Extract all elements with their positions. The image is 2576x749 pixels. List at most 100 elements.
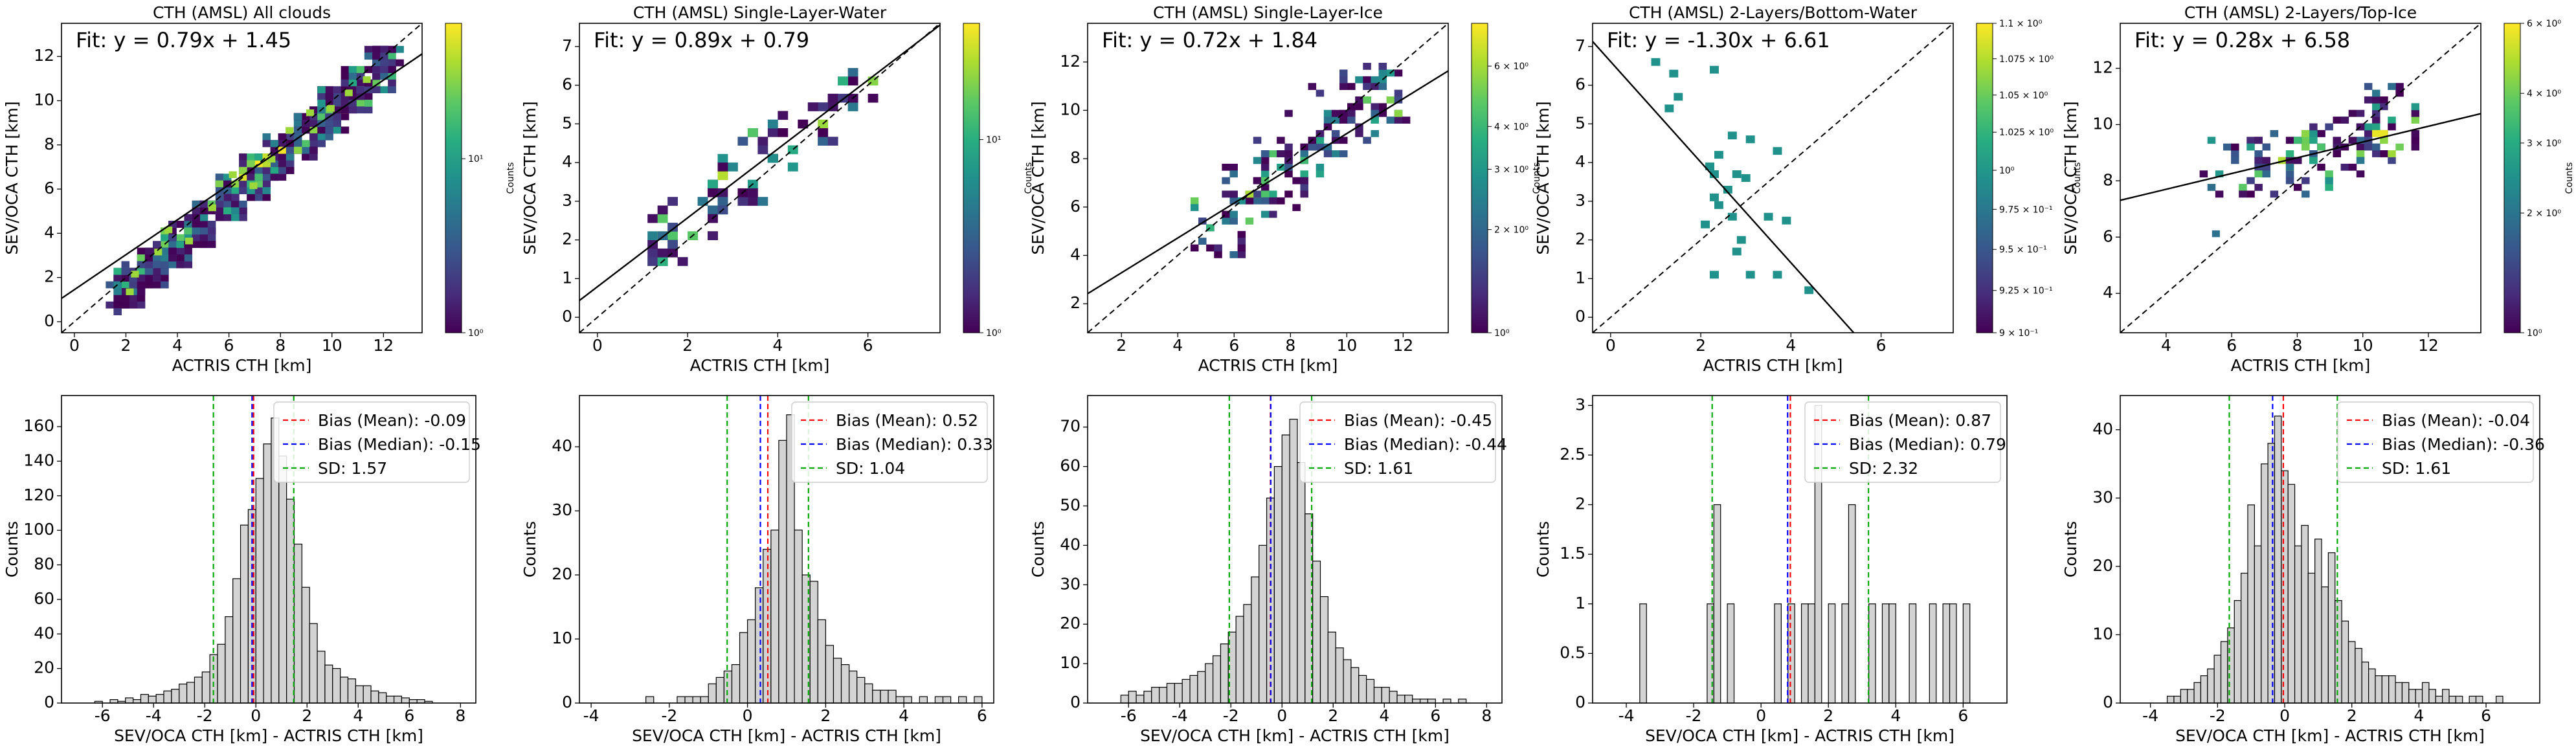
x-tick-label: 0 [743, 706, 753, 725]
histogram-bar [2247, 504, 2255, 704]
heatmap-cell [767, 128, 778, 137]
heatmap-cell [2285, 177, 2294, 184]
heatmap-cell [1371, 129, 1379, 137]
heatmap-cell [239, 166, 247, 174]
heatmap-cell [1222, 190, 1230, 198]
heatmap-cell [1355, 76, 1363, 84]
histogram-bar [2193, 682, 2202, 704]
x-tick-label: 12 [1393, 336, 1413, 355]
histogram-bar [747, 619, 756, 704]
plot-frame [1087, 395, 1503, 704]
heatmap-cell [317, 113, 326, 120]
heatmap-cell [309, 140, 318, 148]
heatmap-cell [2325, 170, 2333, 178]
heatmap-cell [207, 234, 216, 241]
heatmap-cell [270, 173, 279, 181]
heatmap-cell [144, 274, 153, 282]
heatmap-cell [356, 100, 365, 107]
heatmap-cell [2340, 163, 2349, 171]
heatmap-cell [2395, 83, 2404, 90]
histogram-bar [293, 543, 302, 704]
heatmap-cell [317, 126, 326, 134]
heatmap-cell [121, 295, 130, 302]
histogram-bar [363, 685, 372, 704]
legend-label: SD: 1.61 [2382, 459, 2451, 478]
heatmap-cell [1378, 83, 1387, 91]
heatmap-cell [333, 113, 341, 120]
heatmap-cell [356, 86, 365, 94]
x-tick-label: 2 [1823, 706, 1833, 725]
heatmap-cell [247, 173, 255, 181]
colorbar-tick-label: 4 × 10⁰ [1494, 122, 1529, 132]
heatmap-cell [1371, 103, 1379, 111]
heatmap-cell [286, 146, 295, 154]
heatmap-cell [1347, 109, 1356, 117]
colorbar-tick-label: 6 × 10⁰ [2527, 19, 2561, 29]
legend-label: Bias (Median): 0.33 [836, 435, 993, 454]
y-tick-label: 7 [1575, 36, 1585, 55]
histogram-bar [1136, 695, 1145, 704]
heatmap-cell [231, 207, 240, 215]
heatmap-cell [286, 153, 295, 161]
histogram-bar [825, 645, 834, 704]
heatmap-cell [1674, 93, 1683, 101]
histogram-bar [2401, 682, 2410, 704]
heatmap-cell [192, 207, 201, 215]
heatmap-cell [1300, 150, 1308, 157]
heatmap-cell [262, 173, 271, 181]
y-axis-label: Counts [1029, 521, 1047, 577]
heatmap-cell [161, 234, 169, 241]
histogram-bar [2335, 600, 2342, 704]
histogram-bar [309, 623, 318, 704]
heatmap-cell [302, 153, 310, 161]
heatmap-cell [113, 301, 122, 309]
x-tick-label: 4 [353, 706, 363, 725]
histogram-bar [2294, 545, 2302, 704]
heatmap-cell [2356, 137, 2365, 144]
histogram-bar [2355, 647, 2362, 704]
heatmap-cell [1245, 197, 1254, 205]
heatmap-cell [1316, 137, 1325, 144]
heatmap-cell [129, 281, 138, 289]
heatmap-cell [356, 79, 365, 87]
heatmap-cell [137, 287, 146, 295]
x-tick-label: 0 [2279, 706, 2290, 725]
colorbar-tick-label: 10⁰ [468, 328, 484, 339]
heatmap-cell [396, 59, 404, 67]
x-tick-label: -2 [1686, 706, 1702, 725]
heatmap-cell [152, 261, 161, 269]
heatmap-cell [2302, 137, 2310, 144]
heatmap-cell [1214, 244, 1222, 252]
x-tick-label: 2 [1696, 336, 1706, 355]
heatmap-cell [325, 86, 333, 94]
heatmap-cell [388, 86, 396, 94]
x-tick-label: 2 [820, 706, 831, 725]
heatmap-cell [1804, 286, 1814, 295]
heatmap-cell [1229, 170, 1238, 178]
x-tick-label: 2 [1328, 706, 1338, 725]
heatmap-cell [1764, 212, 1773, 221]
heatmap-cell [364, 79, 373, 87]
heatmap-cell [1237, 238, 1246, 245]
heatmap-cell [717, 162, 728, 172]
plot-frame [61, 23, 423, 333]
histogram-bar [1273, 466, 1282, 704]
heatmap-cell [106, 301, 114, 309]
legend-label: SD: 1.61 [1344, 459, 1413, 478]
heatmap-cell [2199, 170, 2208, 178]
heatmap-cell [2215, 170, 2224, 178]
heatmap-cell [1316, 163, 1325, 171]
colorbar-tick-label: 3 × 10⁰ [2527, 139, 2561, 149]
heatmap-cell [1701, 220, 1710, 229]
colorbar-tick-label: 9.5 × 10⁻¹ [1999, 245, 2047, 255]
histogram-bar [1166, 682, 1175, 704]
heatmap-cell [1386, 117, 1395, 124]
heatmap-cell [348, 93, 357, 100]
histogram-bar [409, 699, 418, 704]
x-axis-label: ACTRIS CTH [km] [1703, 356, 1843, 375]
y-tick-label: 0 [562, 693, 572, 711]
heatmap-cell [2246, 143, 2255, 151]
histogram-bar [1727, 603, 1735, 704]
histogram-bar [2496, 695, 2503, 704]
histogram-bar [1381, 687, 1390, 704]
